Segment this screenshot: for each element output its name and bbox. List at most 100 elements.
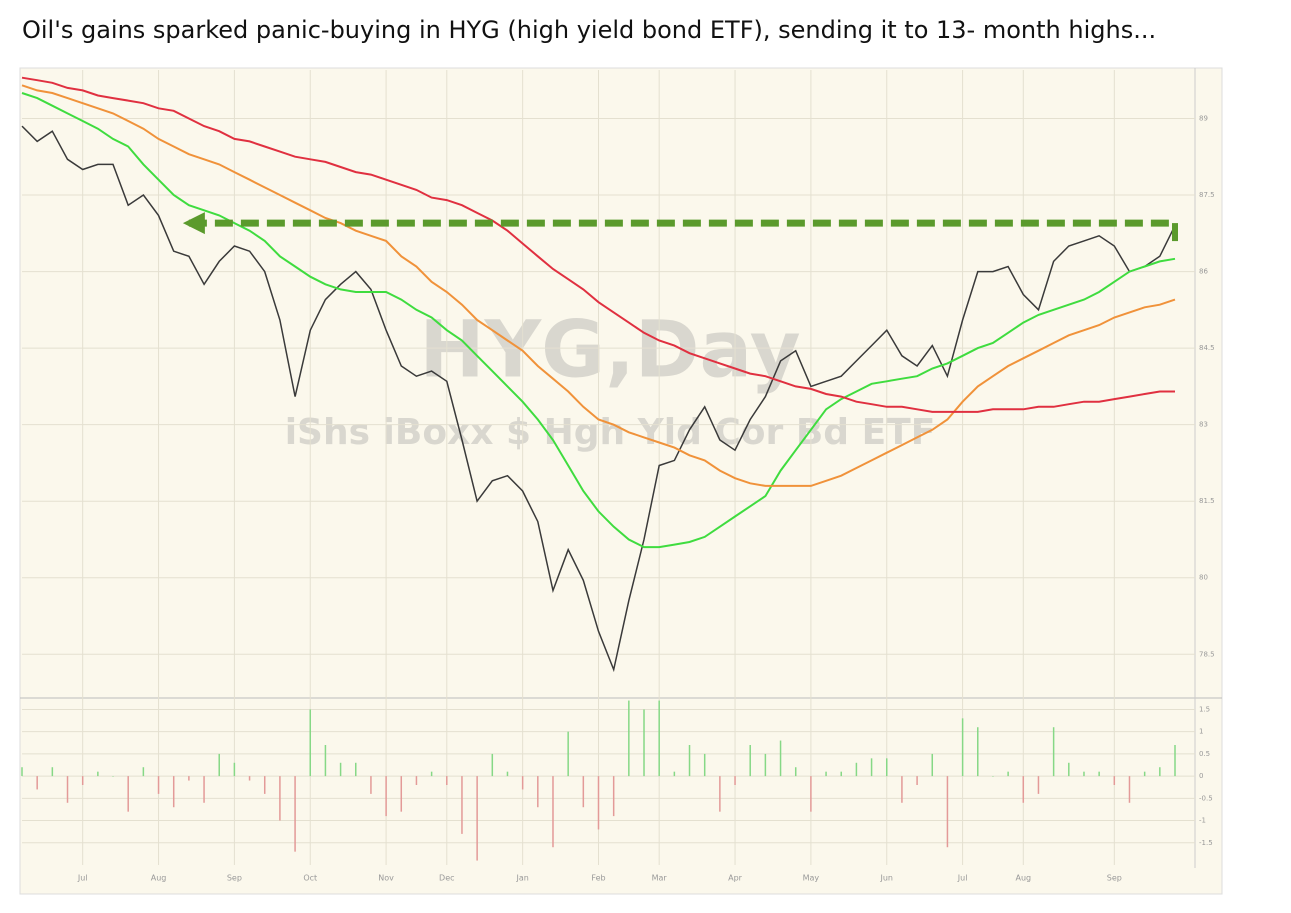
x-tick-label: Dec [439,874,454,883]
chart-title: Oil's gains sparked panic-buying in HYG … [22,16,1157,44]
roc-bar [946,776,949,848]
roc-bar [749,745,751,777]
roc-bar [415,776,418,785]
roc-bar [810,776,812,812]
roc-bar [339,762,342,777]
roc-bar [977,727,979,777]
roc-bar [567,731,569,777]
roc-bar [112,776,114,777]
y-tick-label: 86 [1199,268,1208,276]
roc-bar [1007,771,1009,777]
roc-bar [1083,771,1085,777]
roc-bar [294,776,296,852]
roc-bar [1052,727,1055,777]
watermark-subtitle: iShs iBoxx $ Hgh Yld Cor Bd ETF [285,412,936,453]
moving-average-line [21,92,1176,549]
roc-bar [430,771,433,777]
x-tick-label: Apr [728,874,743,883]
roc-bar [66,776,69,803]
x-tick-label: Sep [1107,874,1122,883]
roc-bar [794,767,797,777]
roc-bar [658,700,660,777]
roc-bar [961,718,964,777]
roc-bar [506,771,509,777]
roc-bar [203,776,205,803]
roc-bar [446,776,448,785]
roc-bar [855,762,858,777]
moving-average-line [21,76,1175,413]
roc-bar [582,776,585,808]
roc-bar [673,771,676,777]
y-tick-label: 78.5 [1199,650,1215,658]
y-tick-label: 0.5 [1199,750,1210,758]
roc-bar [36,776,38,790]
x-tick-label: Jan [515,874,528,883]
x-tick-label: Nov [378,874,394,883]
roc-bar [1113,776,1116,785]
roc-bar [279,776,281,821]
roc-bar [400,776,403,812]
y-tick-label: 0 [1199,772,1203,780]
roc-bar [21,767,23,777]
roc-bar [263,776,266,794]
x-tick-label: Oct [303,874,317,883]
roc-bar [1143,771,1146,777]
roc-bar [218,753,220,777]
roc-bar [703,753,706,777]
roc-bar [51,767,54,777]
roc-bar [1128,776,1131,803]
roc-bar [612,776,615,817]
roc-bar [1098,771,1100,777]
roc-bar [521,776,524,790]
roc-bar [355,762,357,777]
roc-bar [688,745,691,777]
roc-bar [1037,776,1040,794]
roc-bar [461,776,463,834]
x-tick-label: Aug [1015,874,1031,883]
roc-bar [537,776,539,808]
roc-bar [1022,776,1025,803]
roc-bar [1174,745,1176,777]
roc-bar [233,762,236,777]
roc-bar [97,771,99,777]
roc-bar [628,700,630,777]
moving-average-line [21,84,1176,487]
roc-bar [916,776,918,785]
roc-bar [643,709,645,777]
roc-bar [764,753,767,777]
roc-bar [992,776,994,777]
roc-bar [1159,767,1161,777]
y-tick-label: -1.5 [1199,839,1213,847]
x-tick-label: Aug [151,874,167,883]
y-tick-label: 83 [1199,421,1208,429]
y-tick-label: 87.5 [1199,191,1215,199]
roc-bar [385,776,387,817]
roc-bar [825,771,827,777]
roc-bar [931,753,934,777]
x-tick-label: Mar [652,874,668,883]
roc-bar [552,776,554,848]
x-tick-label: Jun [880,874,894,883]
roc-bar [172,776,175,808]
roc-bar [719,776,721,812]
roc-bar [248,776,251,781]
y-tick-label: -0.5 [1199,794,1213,802]
roc-bar [1068,762,1070,777]
y-tick-label: 1 [1199,728,1203,736]
x-tick-label: Jul [77,874,88,883]
y-tick-label: 1.5 [1199,705,1210,713]
y-tick-label: -1 [1199,817,1206,825]
chart-background [19,67,1223,895]
roc-bar [597,776,600,830]
roc-bar [901,776,903,803]
roc-bar [309,709,311,777]
roc-bar [886,758,888,777]
y-tick-label: 89 [1199,114,1208,122]
roc-bar [127,776,129,812]
roc-bar [779,740,782,777]
y-tick-label: 80 [1199,574,1208,582]
roc-bar [157,776,160,794]
x-tick-label: Feb [591,874,605,883]
